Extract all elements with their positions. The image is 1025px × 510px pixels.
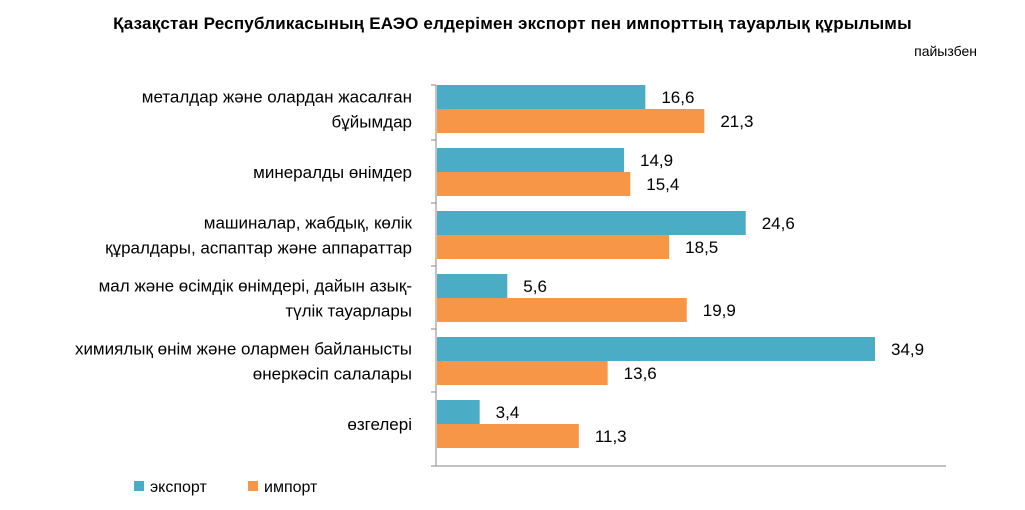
import-value-label: 21,3 xyxy=(720,112,753,131)
import-value-label: 13,6 xyxy=(624,364,657,383)
import-value-label: 18,5 xyxy=(685,238,718,257)
import-legend-swatch xyxy=(248,481,258,491)
category-label: мал және өсімдік өнімдері, дайын азық- xyxy=(99,277,412,296)
import-bar xyxy=(437,298,687,322)
import-legend-label: импорт xyxy=(264,479,318,496)
export-value-label: 34,9 xyxy=(891,340,924,359)
export-legend-swatch xyxy=(134,481,144,491)
chart-title: Қазақстан Республикасының ЕАЭО елдерімен… xyxy=(113,14,912,33)
export-bar xyxy=(437,400,480,424)
import-bar xyxy=(437,361,608,385)
category-label: бұйымдар xyxy=(332,113,412,132)
category-label: металдар және олардан жасалған xyxy=(142,88,412,107)
category-label: құралдары, аспаптар және аппараттар xyxy=(105,239,412,258)
category-label: машиналар, жабдық, көлік xyxy=(204,214,413,233)
export-value-label: 3,4 xyxy=(496,403,520,422)
export-value-label: 24,6 xyxy=(762,214,795,233)
category-label: химиялық өнім және олармен байланысты xyxy=(75,340,412,359)
import-value-label: 11,3 xyxy=(595,427,627,446)
category-label: түлік тауарлары xyxy=(285,302,412,321)
export-bar xyxy=(437,211,746,235)
import-bar xyxy=(437,109,705,133)
export-bar xyxy=(437,274,508,298)
export-bar xyxy=(437,85,646,109)
chart-subtitle: пайызбен xyxy=(914,43,977,59)
export-legend-label: экспорт xyxy=(150,479,207,496)
import-bar xyxy=(437,235,670,259)
export-value-label: 16,6 xyxy=(661,88,694,107)
category-label: өзгелері xyxy=(347,415,412,434)
import-bar xyxy=(437,424,579,448)
category-label: минералды өнімдер xyxy=(253,163,412,182)
import-value-label: 19,9 xyxy=(703,301,736,320)
export-value-label: 14,9 xyxy=(640,151,673,170)
export-value-label: 5,6 xyxy=(523,277,547,296)
export-bar xyxy=(437,337,875,361)
import-bar xyxy=(437,172,631,196)
import-value-label: 15,4 xyxy=(646,175,679,194)
category-label: өнеркәсіп салалары xyxy=(253,365,412,384)
export-bar xyxy=(437,148,624,172)
